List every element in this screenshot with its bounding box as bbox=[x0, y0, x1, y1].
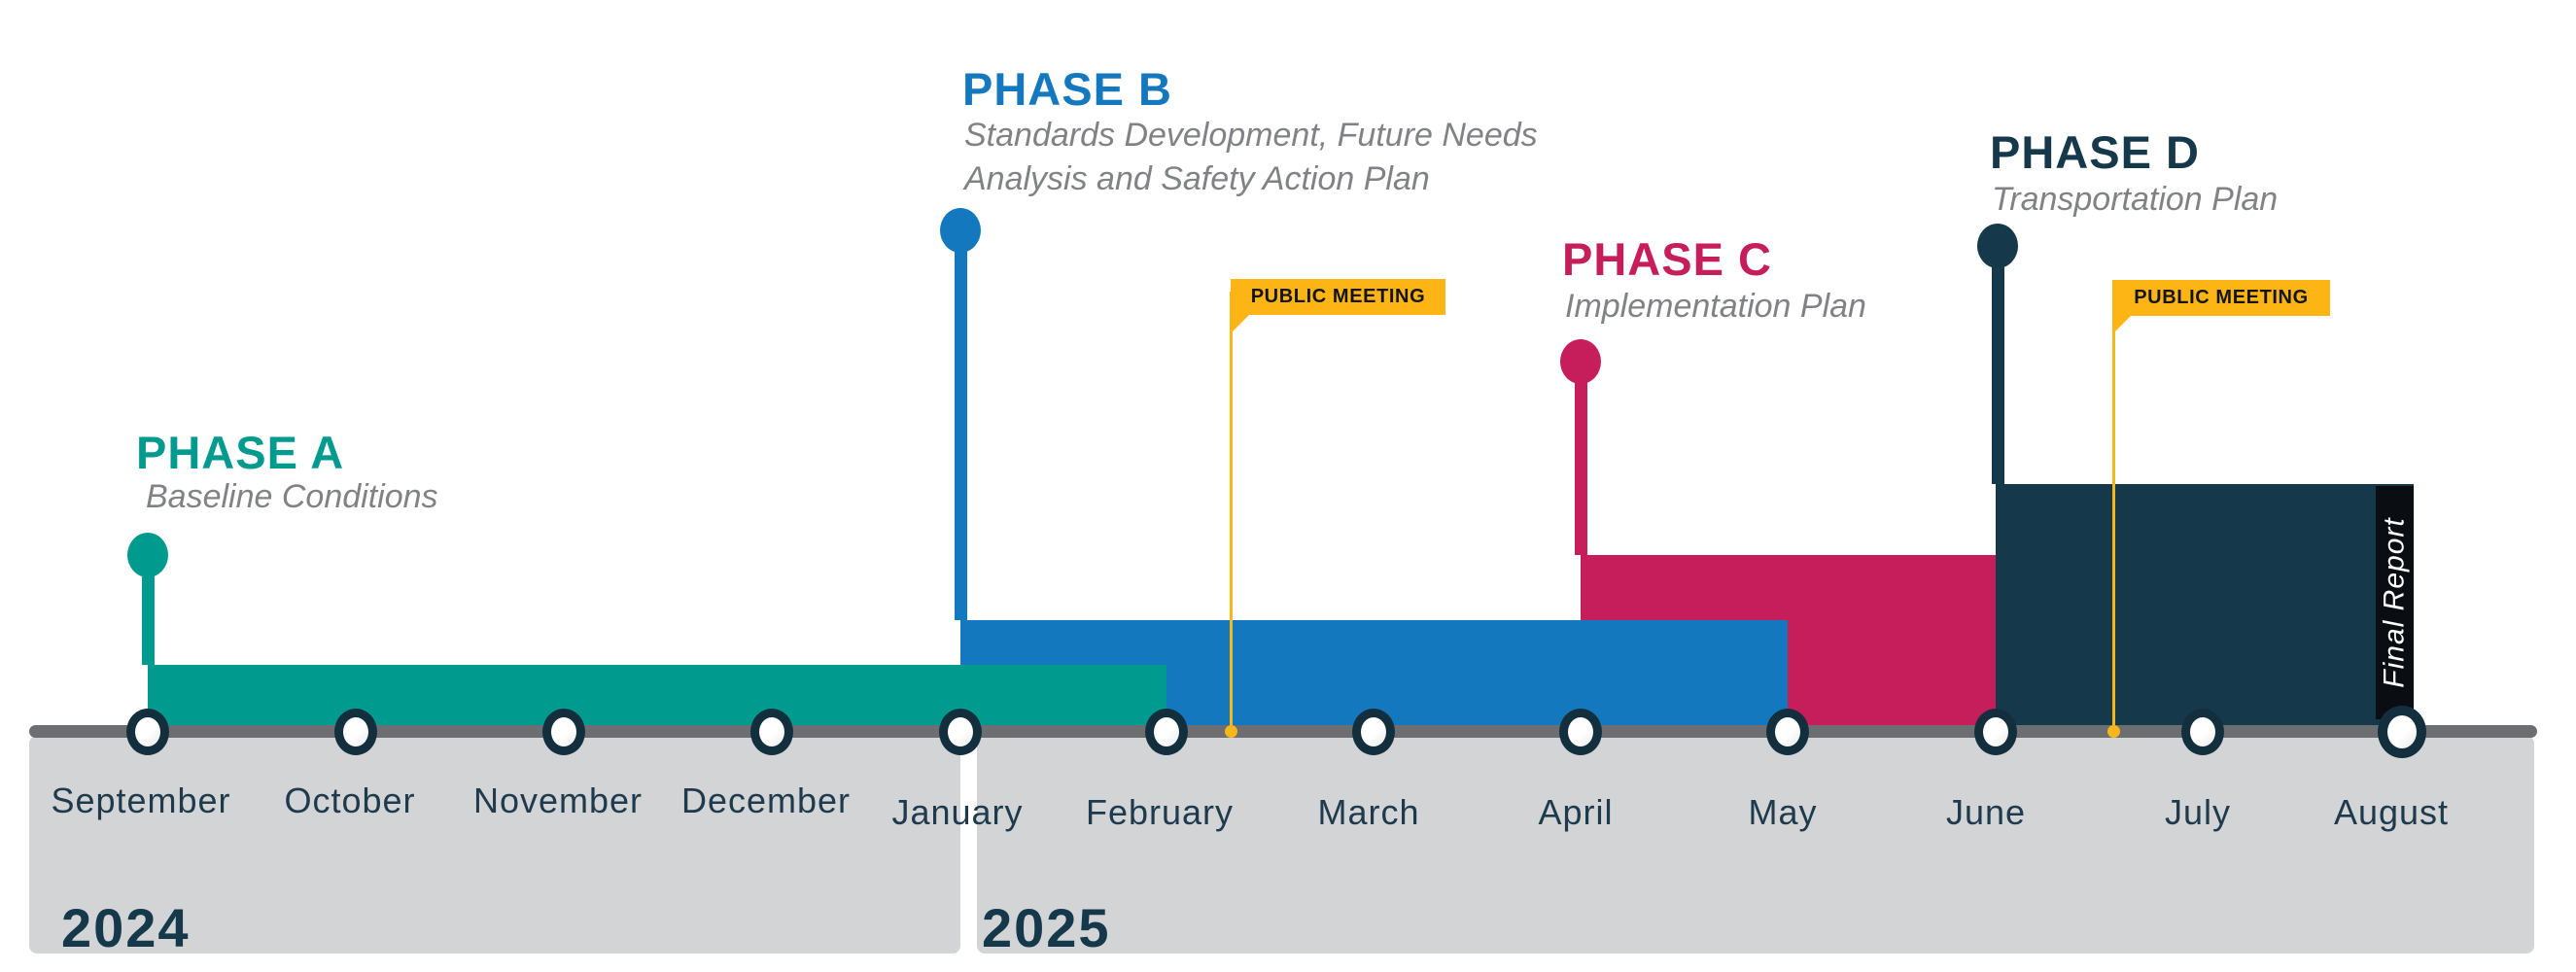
year-panel-2024 bbox=[29, 736, 960, 954]
month-label-september: September bbox=[51, 781, 231, 820]
public-meeting-1-flag: PUBLIC MEETING bbox=[1231, 279, 1445, 333]
timeline-node-june bbox=[1974, 709, 2017, 755]
timeline-node-april bbox=[1559, 709, 1602, 755]
month-label-august: August bbox=[2333, 792, 2450, 832]
month-label-march: March bbox=[1317, 792, 1420, 832]
phase-d-title: PHASE D bbox=[1990, 126, 2200, 178]
timeline-node-july bbox=[2181, 709, 2224, 755]
timeline-node-august bbox=[2378, 706, 2426, 758]
timeline-node-january bbox=[939, 709, 982, 755]
year-label-2024: 2024 bbox=[61, 897, 191, 958]
timeline-axis bbox=[29, 725, 2537, 738]
month-label-october: October bbox=[284, 781, 416, 820]
public-meeting-2-dot bbox=[2107, 725, 2120, 738]
month-label-june: June bbox=[1945, 792, 2027, 832]
timeline-node-october bbox=[334, 709, 377, 755]
phase-b-subtitle-line2: Analysis and Safety Action Plan bbox=[964, 160, 1430, 197]
phase-c-subtitle: Implementation Plan bbox=[1565, 288, 1866, 325]
phase-d-stem bbox=[1992, 246, 2004, 484]
year-label-2025: 2025 bbox=[982, 897, 1111, 958]
phase-b-marker-dot bbox=[940, 208, 981, 253]
year-panel-2025 bbox=[977, 736, 2534, 954]
timeline-node-september bbox=[126, 709, 169, 755]
phase-a-stem bbox=[142, 554, 155, 665]
phase-a-subtitle: Baseline Conditions bbox=[146, 478, 438, 515]
final-report-strip: Final Report bbox=[2376, 486, 2414, 719]
timeline-node-may bbox=[1766, 709, 1809, 755]
public-meeting-1-line bbox=[1230, 292, 1233, 731]
final-report-label: Final Report bbox=[2378, 517, 2411, 688]
phase-a-marker-dot bbox=[127, 533, 168, 577]
month-label-november: November bbox=[472, 781, 644, 820]
timeline-node-december bbox=[750, 709, 793, 755]
public-meeting-2-flag: PUBLIC MEETING bbox=[2112, 280, 2330, 334]
phase-a-bar bbox=[148, 665, 1166, 728]
month-label-february: February bbox=[1085, 792, 1235, 832]
public-meeting-1-dot bbox=[1225, 725, 1237, 738]
phase-b-subtitle-line1: Standards Development, Future Needs bbox=[964, 117, 1538, 154]
public-meeting-2-line bbox=[2112, 295, 2115, 731]
phase-b-title: PHASE B bbox=[962, 63, 1172, 115]
phase-d-subtitle: Transportation Plan bbox=[1992, 181, 2279, 218]
month-label-may: May bbox=[1748, 792, 1818, 832]
timeline-node-february bbox=[1145, 709, 1188, 755]
phase-c-title: PHASE C bbox=[1562, 233, 1772, 285]
phase-c-stem bbox=[1575, 362, 1587, 555]
phase-d-marker-dot bbox=[1977, 224, 2018, 268]
month-label-december: December bbox=[680, 781, 852, 820]
phase-b-stem bbox=[955, 230, 967, 620]
month-label-july: July bbox=[2164, 792, 2232, 832]
phase-a-title: PHASE A bbox=[136, 427, 345, 478]
month-label-january: January bbox=[891, 792, 1024, 832]
phase-d-bar bbox=[1996, 484, 2414, 728]
timeline-node-march bbox=[1352, 709, 1395, 755]
timeline-node-november bbox=[542, 709, 585, 755]
phase-c-marker-dot bbox=[1560, 339, 1601, 384]
month-label-april: April bbox=[1538, 792, 1614, 832]
